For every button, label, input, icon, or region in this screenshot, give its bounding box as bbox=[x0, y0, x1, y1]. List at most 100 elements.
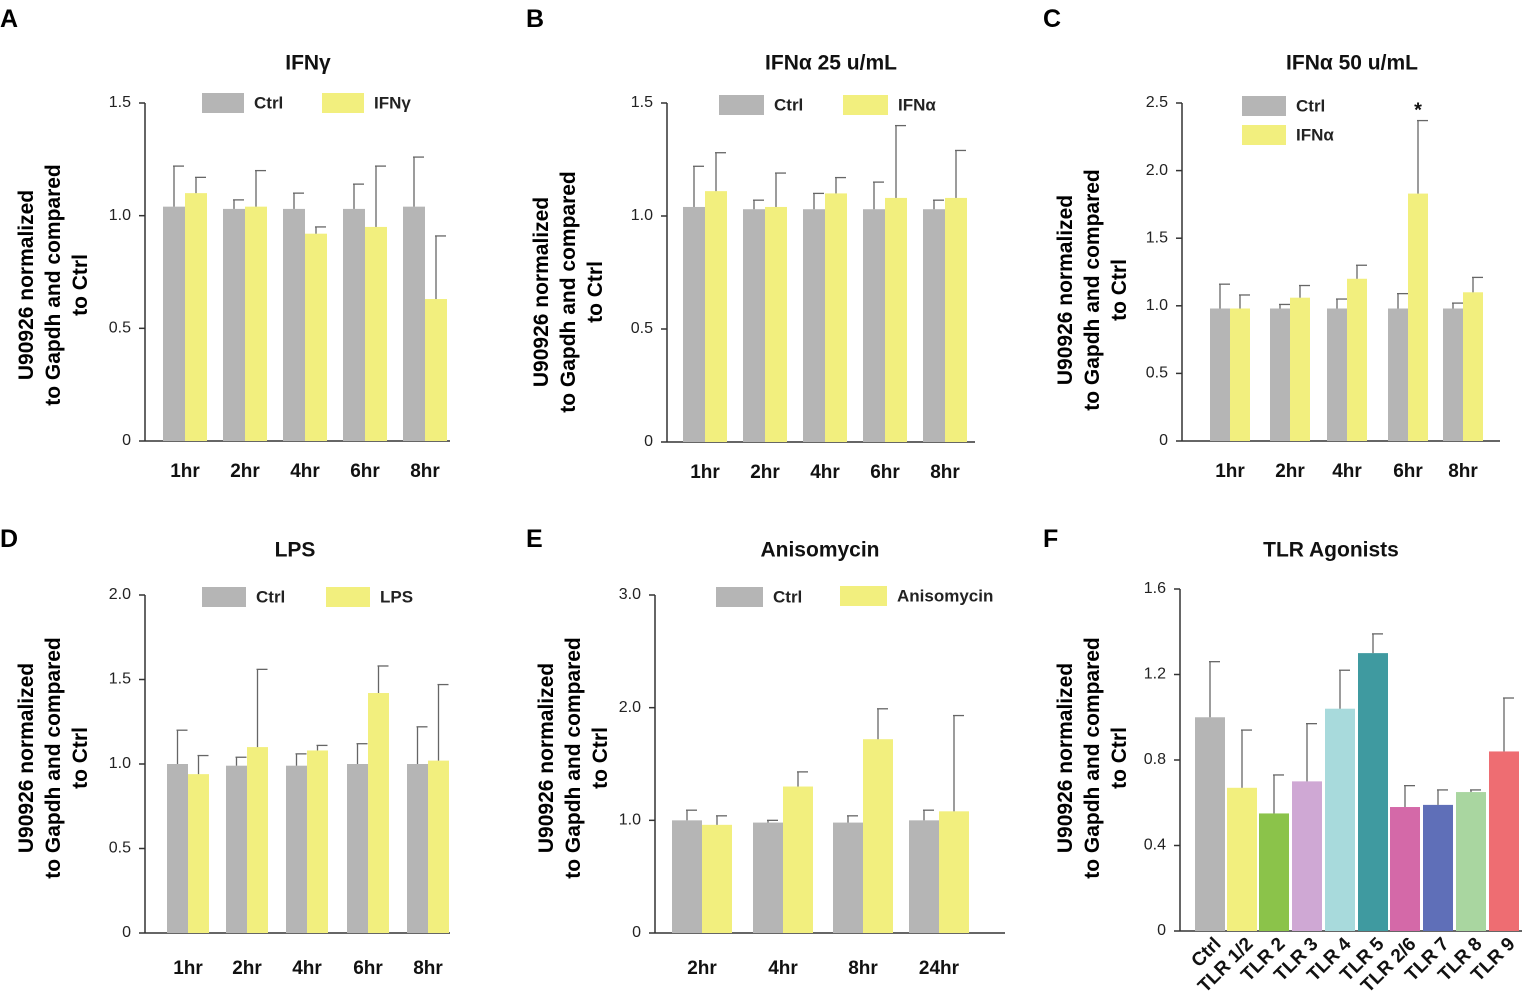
legend-label: Ctrl bbox=[256, 587, 285, 606]
bar-treated-1hr bbox=[705, 191, 727, 442]
panel-B: B IFNα 25 u/mL U90926 normalized to Gapdh a… bbox=[526, 5, 975, 483]
bar-treated-1hr bbox=[188, 774, 209, 933]
x-tick-label: 6hr bbox=[1393, 461, 1423, 482]
bar-tlr-3 bbox=[1292, 781, 1322, 931]
x-tick-label: 1hr bbox=[1215, 461, 1245, 482]
bar-ctrl-2hr bbox=[226, 765, 247, 933]
bar-ctrl-6hr bbox=[863, 209, 885, 442]
legend-swatch bbox=[322, 93, 364, 113]
legend-swatch bbox=[840, 586, 887, 606]
x-tick-label: 8hr bbox=[848, 958, 878, 979]
y-tick-label: 1.0 bbox=[619, 812, 641, 829]
x-tick-label: 8hr bbox=[1448, 461, 1478, 482]
y-tick-label: 1.0 bbox=[109, 755, 131, 772]
x-tick-label: 1hr bbox=[173, 958, 203, 979]
panel-A: A IFNγ U90926 normalized to Gapdh and compa… bbox=[0, 5, 450, 482]
x-tick-label: 2hr bbox=[232, 958, 262, 979]
bar-treated-8hr bbox=[425, 299, 447, 441]
bar-tlr-8 bbox=[1456, 792, 1486, 931]
chart-title: LPS bbox=[275, 539, 316, 562]
y-axis-label: U90926 normalized to Gapdh and compared to… bbox=[15, 637, 92, 879]
legend-swatch bbox=[716, 587, 763, 607]
bar-treated-2hr bbox=[702, 824, 732, 933]
y-tick-label: 0.5 bbox=[109, 320, 131, 337]
bar-ctrl-4hr bbox=[286, 765, 307, 933]
bar-treated-6hr bbox=[885, 197, 907, 442]
bar-ctrl-6hr bbox=[347, 764, 368, 933]
x-tick-label: 1hr bbox=[170, 461, 200, 482]
bar-ctrl-4hr bbox=[803, 209, 825, 442]
bar-ctrl-8hr bbox=[923, 209, 945, 442]
panel-letter: E bbox=[526, 525, 543, 553]
bar-ctrl-8hr bbox=[833, 822, 863, 933]
bar-treated-2hr bbox=[245, 206, 267, 441]
x-tick-label: 6hr bbox=[353, 958, 383, 979]
y-tick-label: 1.5 bbox=[1146, 229, 1168, 246]
x-tick-label: 1hr bbox=[690, 462, 720, 483]
y-tick-label: 0.4 bbox=[1144, 837, 1166, 854]
bar-ctrl-1hr bbox=[683, 206, 705, 442]
legend-swatch bbox=[1242, 125, 1286, 145]
bar-tlr-9 bbox=[1489, 751, 1519, 931]
bar-ctrl-2hr bbox=[223, 208, 245, 441]
bar-treated-4hr bbox=[825, 193, 847, 442]
x-tick-label: 4hr bbox=[768, 958, 798, 979]
x-tick-label: 2hr bbox=[1275, 461, 1305, 482]
chart-title: IFNγ bbox=[285, 52, 331, 75]
legend-label: Ctrl bbox=[774, 95, 803, 114]
y-tick-label: 0.5 bbox=[109, 840, 131, 857]
legend-swatch bbox=[326, 587, 370, 607]
bar-tlr-4 bbox=[1325, 708, 1355, 931]
x-tick-label: 8hr bbox=[410, 461, 440, 482]
legend-label: Ctrl bbox=[773, 587, 802, 606]
y-tick-label: 1.5 bbox=[109, 94, 131, 111]
panel-letter: A bbox=[0, 5, 18, 33]
bar-treated-6hr bbox=[1408, 193, 1428, 441]
y-axis-label: U90926 normalized to Gapdh and compared to… bbox=[15, 164, 92, 406]
panel-C: C IFNα 50 u/mL U90926 normalized to Gapdh a… bbox=[1043, 5, 1500, 482]
bar-ctrl-4hr bbox=[1327, 308, 1347, 441]
significance-star: * bbox=[1414, 100, 1422, 122]
bar-ctrl-6hr bbox=[1388, 308, 1408, 441]
chart-title: IFNα 50 u/mL bbox=[1286, 52, 1418, 75]
bar-ctrl-8hr bbox=[407, 764, 428, 933]
panel-letter: D bbox=[0, 525, 18, 553]
bar-treated-1hr bbox=[1230, 308, 1250, 441]
bar-treated-2hr bbox=[247, 747, 268, 933]
bar-treated-8hr bbox=[863, 739, 893, 933]
legend-label: IFNγ bbox=[374, 93, 411, 112]
y-tick-label: 1.6 bbox=[1144, 580, 1166, 597]
y-tick-label: 0 bbox=[122, 924, 131, 941]
bar-tlr-5 bbox=[1358, 653, 1388, 931]
legend-label: IFNα bbox=[1296, 125, 1334, 144]
bar-ctrl-8hr bbox=[403, 206, 425, 441]
panel-E: E Anisomycin U90926 normalized to Gapdh and… bbox=[526, 525, 1005, 979]
legend-label: Anisomycin bbox=[897, 586, 993, 605]
panel-letter: C bbox=[1043, 5, 1061, 33]
y-tick-label: 0.5 bbox=[1146, 365, 1168, 382]
panel-letter: B bbox=[526, 5, 544, 33]
bar-ctrl-2hr bbox=[672, 820, 702, 933]
legend-swatch bbox=[202, 93, 244, 113]
bar-treated-8hr bbox=[1463, 292, 1483, 441]
y-tick-label: 0 bbox=[632, 924, 641, 941]
y-axis-label: U90926 normalized to Gapdh and compared to… bbox=[530, 171, 607, 413]
x-tick-label: 8hr bbox=[413, 958, 443, 979]
panel-F: F TLR Agonists U90926 normalized to Gapdh a… bbox=[1043, 525, 1522, 997]
x-tick-label: 8hr bbox=[930, 462, 960, 483]
legend-swatch bbox=[719, 95, 764, 115]
y-tick-label: 1.5 bbox=[109, 671, 131, 688]
y-tick-label: 0.8 bbox=[1144, 751, 1166, 768]
bar-ctrl bbox=[1195, 717, 1225, 931]
bar-tlr-2-6 bbox=[1390, 807, 1420, 931]
y-tick-label: 2.0 bbox=[619, 699, 641, 716]
x-tick-label: 4hr bbox=[1332, 461, 1362, 482]
y-tick-label: 1.2 bbox=[1144, 666, 1166, 683]
x-tick-label: 2hr bbox=[230, 461, 260, 482]
y-tick-label: 1.0 bbox=[109, 207, 131, 224]
bar-treated-4hr bbox=[1347, 278, 1367, 441]
y-tick-label: 2.5 bbox=[1146, 94, 1168, 111]
panel-letter: F bbox=[1043, 525, 1058, 553]
bar-tlr-7 bbox=[1423, 804, 1453, 931]
